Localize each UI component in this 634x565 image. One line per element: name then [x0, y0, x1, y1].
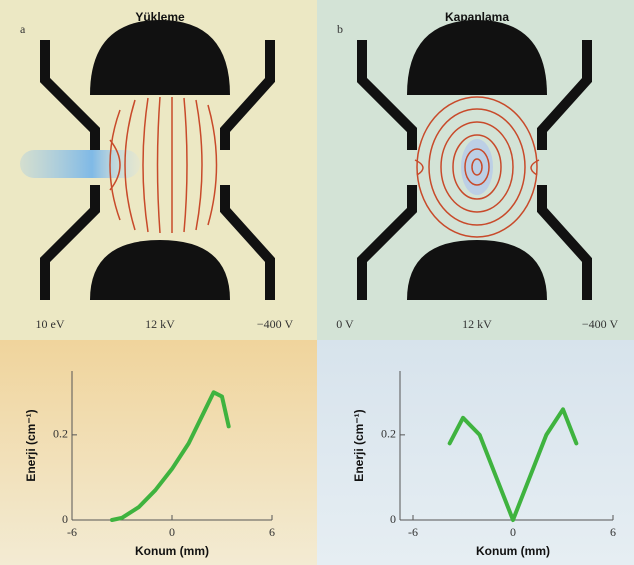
ion-cloud [461, 139, 493, 195]
y-tick-label: 0 [62, 512, 68, 526]
x-tick-label: -6 [67, 525, 77, 539]
x-axis-label: Konum (mm) [476, 544, 550, 558]
figure: a Yükleme 10 eV 12 kV −400 V b Kapanlama… [0, 0, 634, 565]
y-axis-label: Enerji (cm⁻¹) [352, 409, 366, 481]
voltage-label: 10 eV [36, 317, 65, 331]
voltage-label: −400 V [582, 317, 619, 331]
panel-title: Kapanlama [445, 10, 509, 24]
x-tick-label: 0 [169, 525, 175, 539]
voltage-label: 0 V [336, 317, 354, 331]
x-tick-label: -6 [408, 525, 418, 539]
y-axis-label: Enerji (cm⁻¹) [24, 409, 38, 481]
voltage-label: −400 V [257, 317, 294, 331]
voltage-label: 12 kV [462, 317, 492, 331]
x-tick-label: 6 [610, 525, 616, 539]
panel-letter: b [337, 22, 343, 36]
y-tick-label: 0.2 [53, 427, 68, 441]
x-tick-label: 0 [510, 525, 516, 539]
panel-title: Yükleme [135, 10, 185, 24]
y-tick-label: 0 [390, 512, 396, 526]
ion-beam [20, 150, 140, 178]
x-tick-label: 6 [269, 525, 275, 539]
panel-letter: a [20, 22, 26, 36]
y-tick-label: 0.2 [381, 427, 396, 441]
x-axis-label: Konum (mm) [135, 544, 209, 558]
voltage-label: 12 kV [145, 317, 175, 331]
page: a Yükleme 10 eV 12 kV −400 V b Kapanlama… [0, 0, 634, 565]
